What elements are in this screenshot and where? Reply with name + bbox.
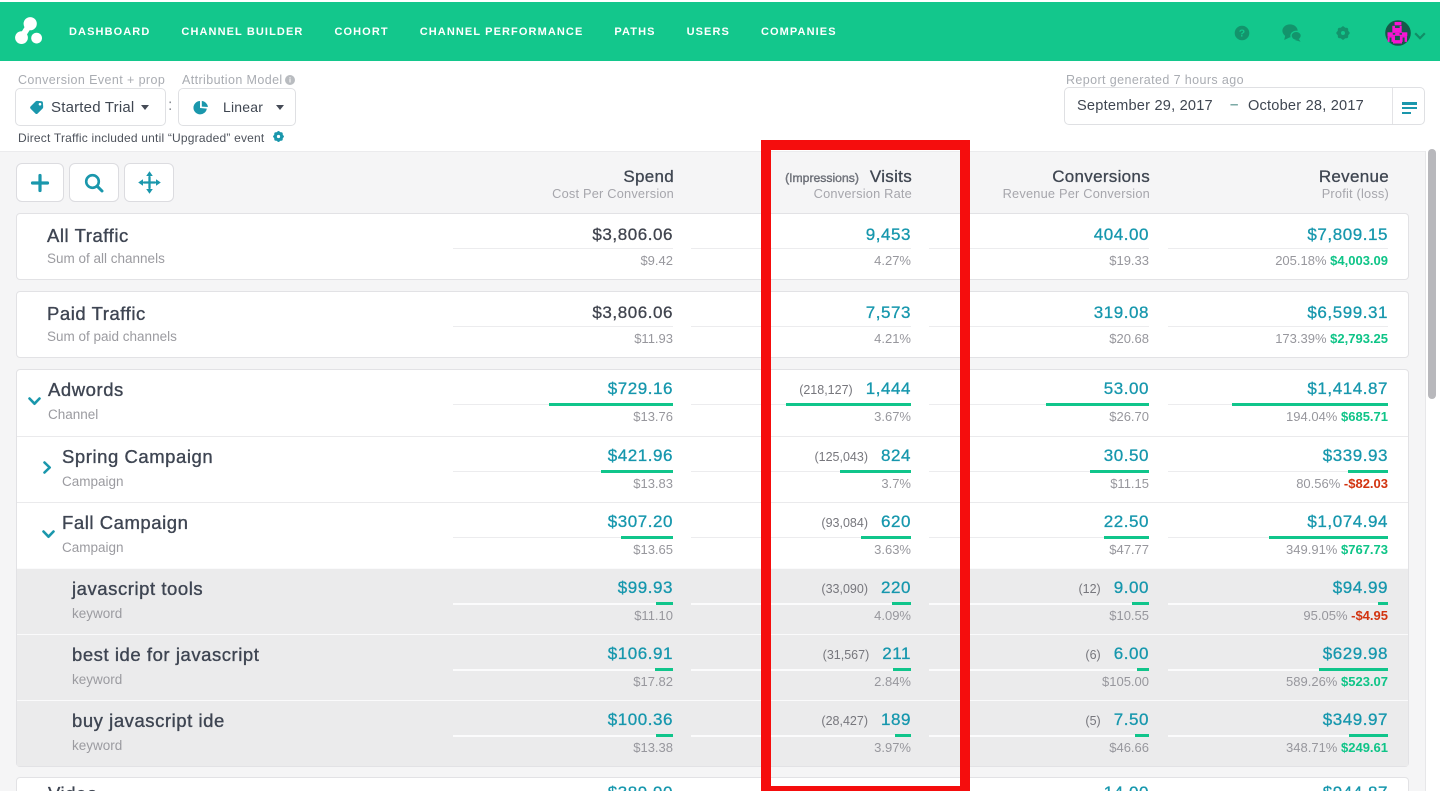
svg-text:?: ? — [1239, 28, 1245, 40]
svg-text:i: i — [289, 76, 291, 85]
